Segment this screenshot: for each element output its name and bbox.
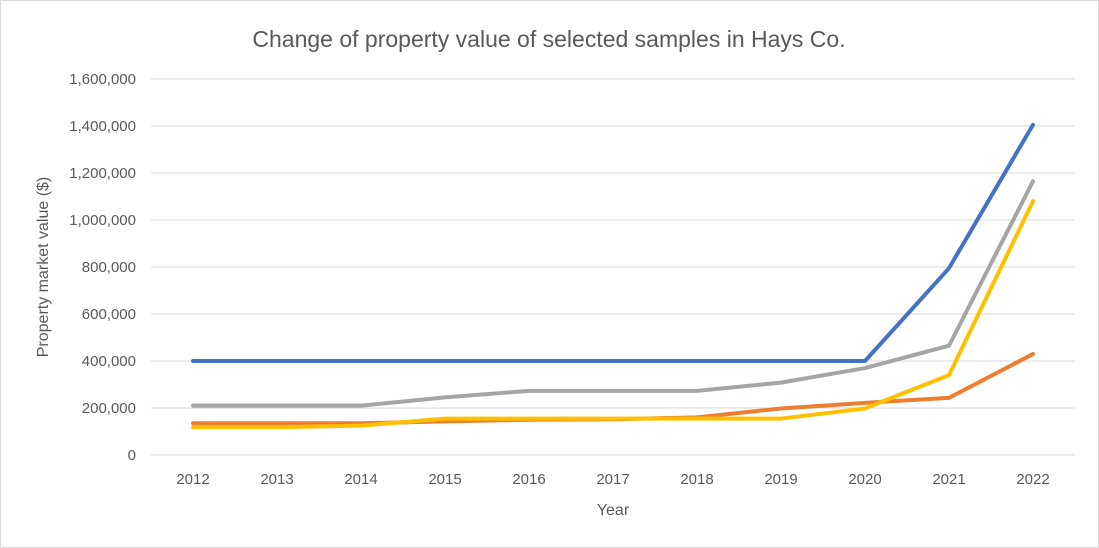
- y-tick-label: 1,000,000: [69, 212, 136, 229]
- y-tick-label: 1,200,000: [69, 165, 136, 182]
- y-tick-label: 600,000: [82, 306, 136, 323]
- series-line-2: [191, 351, 1035, 426]
- y-tick-label: 1,600,000: [69, 71, 136, 88]
- y-tick-labels: 0 200,000 400,000 600,000 800,000 1,000,000 1,…: [69, 71, 136, 464]
- x-tick-label: 2022: [1016, 471, 1049, 488]
- y-axis-label: Property market value ($): [35, 177, 52, 358]
- x-tick-labels: 2012 2013 2014 2015 2016 2017 2018 2019 2020 2021…: [176, 471, 1049, 488]
- y-tick-label: 200,000: [82, 400, 136, 417]
- x-tick-label: 2019: [764, 471, 797, 488]
- x-tick-label: 2018: [680, 471, 713, 488]
- x-tick-label: 2020: [848, 471, 881, 488]
- x-tick-label: 2017: [596, 471, 629, 488]
- x-axis-label: Year: [597, 502, 630, 519]
- y-tick-label: 400,000: [82, 353, 136, 370]
- x-tick-label: 2015: [428, 471, 461, 488]
- x-tick-label: 2021: [932, 471, 965, 488]
- y-tick-label: 0: [128, 447, 136, 464]
- x-tick-label: 2012: [176, 471, 209, 488]
- series-line-1: [191, 122, 1035, 363]
- x-tick-label: 2013: [260, 471, 293, 488]
- series-line-3: [191, 179, 1035, 408]
- series-lines: [191, 122, 1035, 430]
- series-line-4: [191, 199, 1035, 430]
- y-tick-label: 800,000: [82, 259, 136, 276]
- x-tick-label: 2016: [512, 471, 545, 488]
- y-tick-label: 1,400,000: [69, 118, 136, 135]
- x-tick-label: 2014: [344, 471, 377, 488]
- chart-title: Change of property value of selected sam…: [252, 26, 845, 52]
- gridlines: [151, 78, 1075, 456]
